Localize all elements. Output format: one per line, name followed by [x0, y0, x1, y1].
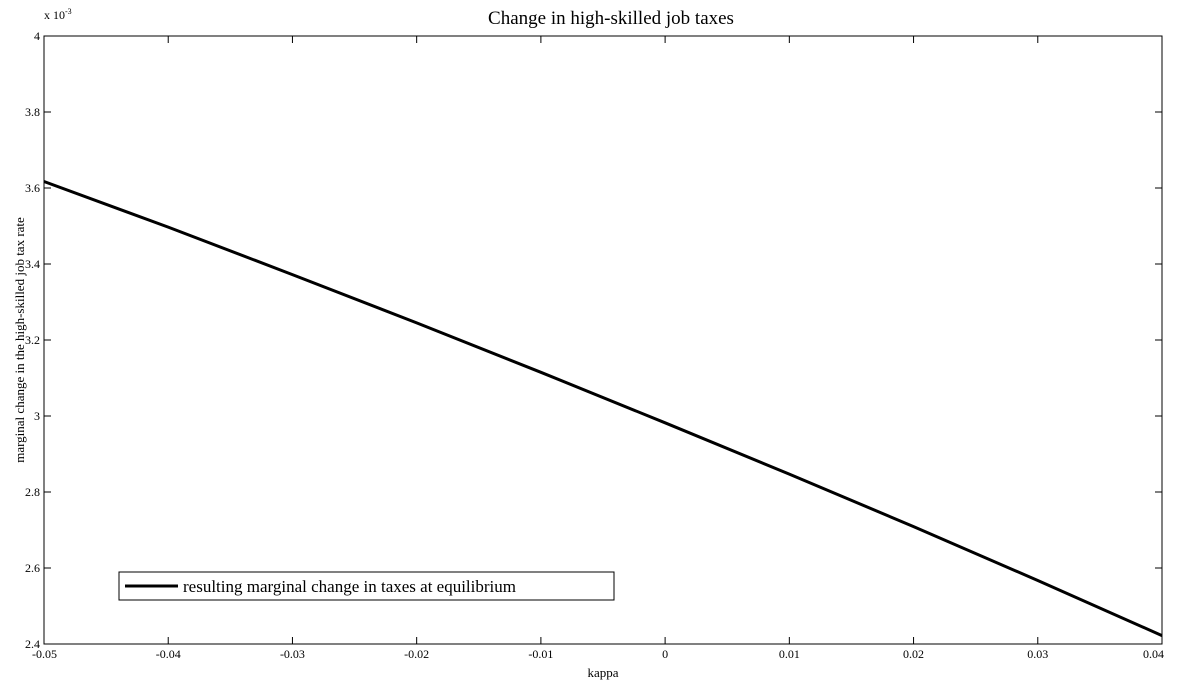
x-tick-label: 0.03	[1027, 647, 1048, 661]
y-tick-label: 3.2	[25, 333, 40, 347]
y-tick-label: 3	[34, 409, 40, 423]
x-tick-label: 0	[662, 647, 668, 661]
y-tick-label: 3.4	[25, 257, 40, 271]
y-tick-label: 4	[34, 29, 40, 43]
y-tick-label: 3.6	[25, 181, 40, 195]
y-tick-label: 3.8	[25, 105, 40, 119]
legend-entry-label: resulting marginal change in taxes at eq…	[183, 577, 516, 596]
y-tick-label: 2.4	[25, 637, 40, 651]
plot-area	[43, 35, 1163, 645]
series-line	[43, 180, 1163, 637]
legend: resulting marginal change in taxes at eq…	[118, 571, 615, 601]
x-tick-label: -0.05	[32, 647, 57, 661]
x-tick-label: -0.03	[280, 647, 305, 661]
x-tick-label: -0.01	[528, 647, 553, 661]
svg-text:x 10-3: x 10-3	[44, 7, 72, 22]
exponent-power: -3	[65, 7, 72, 16]
x-tick-label: 0.02	[903, 647, 924, 661]
x-tick-label: -0.04	[156, 647, 181, 661]
series-layer	[43, 180, 1163, 637]
x-tick-label: 0.04	[1143, 647, 1164, 661]
y-tick-label: 2.6	[25, 561, 40, 575]
y-axis: 2.4 2.6 2.8 3 3.2 3.4 3.6 3.8 4	[25, 29, 1162, 651]
x-tick-label: 0.01	[779, 647, 800, 661]
chart-title: Change in high-skilled job taxes	[488, 8, 734, 29]
x-axis-label: kappa	[587, 665, 618, 680]
exponent-base: x 10	[44, 8, 65, 22]
exponent-label: x 10-3	[44, 7, 72, 22]
y-axis-label: marginal change in the high-skilled job …	[12, 217, 27, 463]
legend-box	[118, 571, 615, 601]
x-tick-label: -0.02	[404, 647, 429, 661]
x-axis: -0.05 -0.04 -0.03 -0.02 -0.01 0 0.01 0.02 0.03 0.…	[32, 36, 1164, 661]
y-tick-label: 2.8	[25, 485, 40, 499]
